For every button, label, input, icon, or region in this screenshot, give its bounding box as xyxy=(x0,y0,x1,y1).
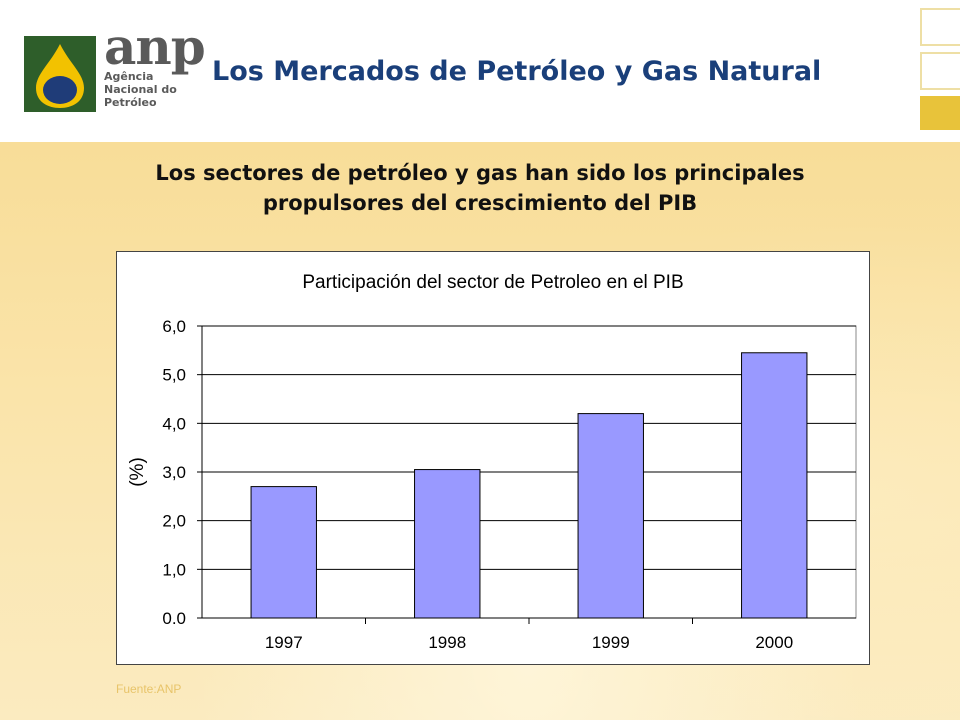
logo-line-2: Nacional do xyxy=(104,83,177,96)
chart-title: Participación del sector de Petroleo en … xyxy=(302,272,684,293)
logo-line-3: Petróleo xyxy=(104,96,157,109)
y-tick-label: 3,0 xyxy=(162,463,186,482)
y-tick-label: 6,0 xyxy=(162,317,186,336)
subtitle-line-1: Los sectores de petróleo y gas han sido … xyxy=(155,161,805,185)
slide-subtitle: Los sectores de petróleo y gas han sido … xyxy=(40,158,920,218)
y-tick-label: 1,0 xyxy=(162,560,186,579)
anp-drop-icon xyxy=(24,36,96,112)
y-tick-label: 4,0 xyxy=(162,414,186,433)
chart-panel: Participación del sector de Petroleo en … xyxy=(116,251,870,665)
logo-brand: anp xyxy=(104,17,206,76)
y-tick-label: 0.0 xyxy=(162,609,186,628)
decorative-squares xyxy=(920,0,960,142)
y-tick-label: 2,0 xyxy=(162,512,186,531)
subtitle-line-2: propulsores del crescimiento del PIB xyxy=(262,191,698,215)
bar-2000 xyxy=(741,352,808,619)
bar-1999 xyxy=(577,413,644,619)
logo-line-1: Agência xyxy=(104,70,154,83)
x-tick-label: 1997 xyxy=(265,633,303,652)
anp-logo: anp Agência Nacional do Petróleo xyxy=(24,22,206,126)
logo-agency-name: Agência Nacional do Petróleo xyxy=(104,70,224,109)
bar-1997 xyxy=(250,486,317,619)
bar-1998 xyxy=(414,469,481,619)
source-note: Fuente:ANP xyxy=(116,682,182,696)
x-tick-label: 2000 xyxy=(755,633,793,652)
slide-title: Los Mercados de Petróleo y Gas Natural xyxy=(212,56,822,87)
y-tick-label: 5,0 xyxy=(162,366,186,385)
y-axis-label: (%) xyxy=(127,457,148,487)
header: anp Agência Nacional do Petróleo Los Mer… xyxy=(0,0,960,142)
bar-chart: 0.0 1,0 2,0 3,0 4,0 5,0 6,0 1997 1998 1999 2000 (%) xyxy=(127,317,857,652)
x-tick-label: 1999 xyxy=(592,633,630,652)
x-tick-label: 1998 xyxy=(428,633,466,652)
